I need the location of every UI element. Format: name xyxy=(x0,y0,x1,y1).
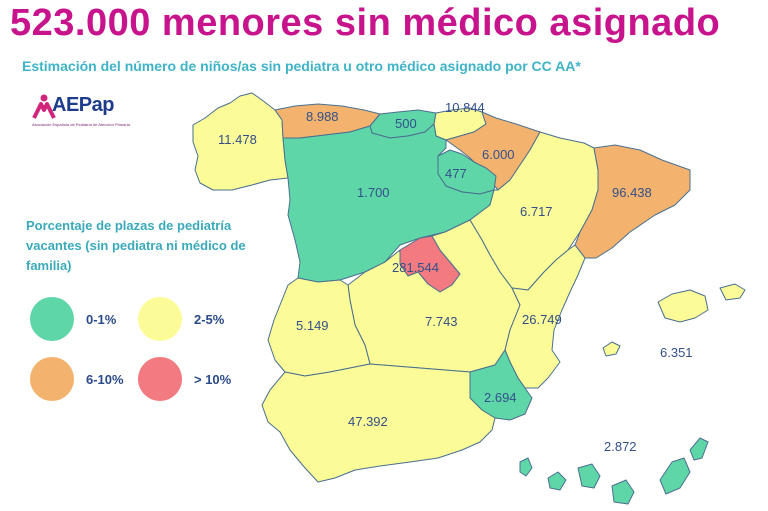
region-baleares xyxy=(657,289,709,323)
value-asturias: 8.988 xyxy=(306,109,339,124)
value-aragon: 6.717 xyxy=(520,204,553,219)
legend-label: 6-10% xyxy=(86,371,124,387)
region-cataluna xyxy=(574,144,691,259)
legend-label: > 10% xyxy=(194,371,232,387)
legend-item-gt-10: > 10% xyxy=(138,357,231,401)
legend-label: 0-1% xyxy=(86,311,117,327)
region-andalucia xyxy=(261,363,496,483)
region-canarias-2 xyxy=(547,471,567,491)
legend-title: Porcentaje de plazas de pediatría vacant… xyxy=(26,218,246,273)
region-baleares-ibiza xyxy=(602,341,621,357)
value-castilla-la-mancha: 7.743 xyxy=(425,314,458,329)
legend-item-6-10: 6-10% xyxy=(30,357,124,401)
region-baleares-menorca xyxy=(719,283,746,301)
value-extremadura: 5.149 xyxy=(296,318,329,333)
region-valencia xyxy=(504,244,586,389)
value-baleares: 6.351 xyxy=(660,345,693,360)
logo-tagline: Asociación Española de Pediatría de Aten… xyxy=(32,122,130,127)
legend-swatch xyxy=(30,297,74,341)
legend-label: 2-5% xyxy=(194,311,225,327)
legend-swatch xyxy=(138,297,182,341)
value-canarias: 2.872 xyxy=(604,439,637,454)
value-navarra: 6.000 xyxy=(482,147,515,162)
legend-swatch xyxy=(138,357,182,401)
value-cataluna: 96.438 xyxy=(612,185,652,200)
region-canarias-1 xyxy=(519,457,533,477)
legend-item-2-5: 2-5% xyxy=(138,297,224,341)
legend-swatch xyxy=(30,357,74,401)
value-castilla-leon: 1.700 xyxy=(357,185,390,200)
value-galicia: 11.478 xyxy=(218,132,257,147)
value-valencia: 26.749 xyxy=(522,312,562,327)
value-madrid: 281.544 xyxy=(392,260,439,275)
value-pais-vasco: 10.844 xyxy=(445,100,485,115)
page-title: 523.000 menores sin médico asignado xyxy=(10,2,721,44)
value-andalucia: 47.392 xyxy=(348,414,388,429)
region-canarias-4 xyxy=(611,479,635,505)
value-murcia: 2.694 xyxy=(484,390,517,405)
legend-item-0-1: 0-1% xyxy=(30,297,116,341)
value-cantabria: 500 xyxy=(395,116,417,131)
logo-name: AEPap xyxy=(52,94,114,116)
region-canarias-3 xyxy=(577,463,601,489)
aepap-logo-icon xyxy=(32,94,56,119)
region-castilla-leon xyxy=(282,123,495,283)
aepap-logo: AEPap Asociación Española de Pediatría d… xyxy=(32,94,142,132)
value-la-rioja: 477 xyxy=(445,166,467,181)
region-canarias-6 xyxy=(689,437,709,461)
region-canarias-5 xyxy=(659,457,691,495)
page-subtitle: Estimación del número de niños/as sin pe… xyxy=(22,58,581,74)
